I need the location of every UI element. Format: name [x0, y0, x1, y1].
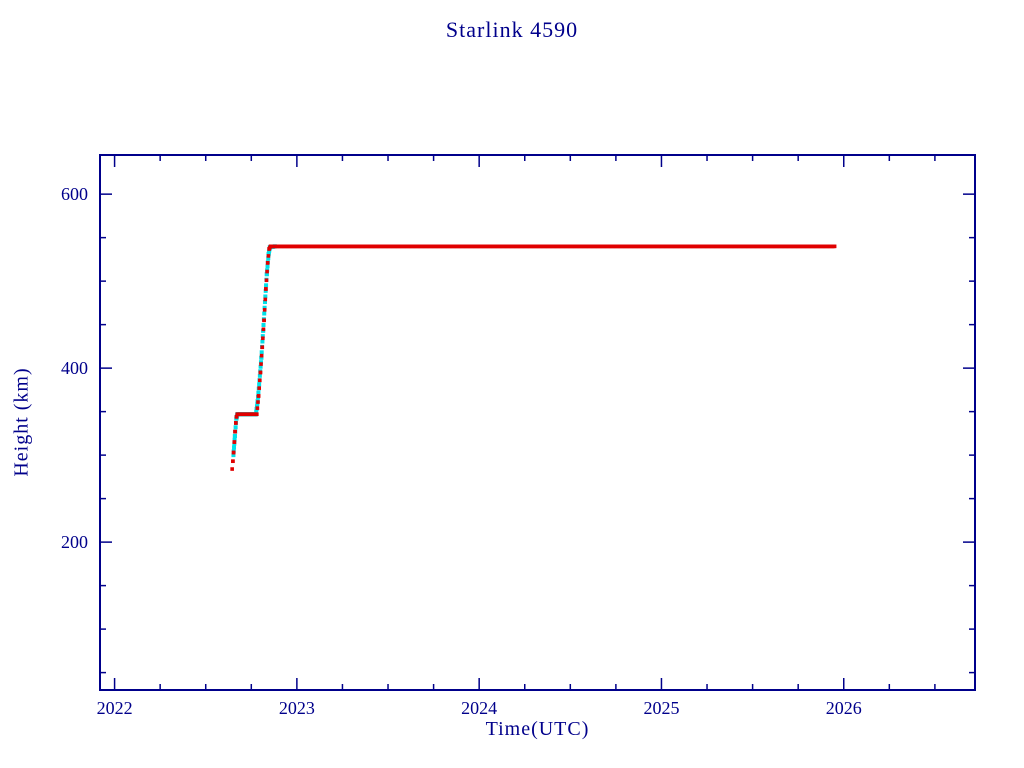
series-planned-track-cyan: [231, 244, 277, 458]
svg-text:2024: 2024: [461, 698, 497, 718]
svg-text:2022: 2022: [97, 698, 133, 718]
axis-frame: [99, 154, 976, 691]
series-observed-height-red: [230, 244, 837, 471]
svg-text:2023: 2023: [279, 698, 315, 718]
tick-labels: 2022 2023 2024 2025 2026 200 400 600: [61, 184, 862, 718]
svg-text:200: 200: [61, 532, 88, 552]
svg-text:600: 600: [61, 184, 88, 204]
chart-title: Starlink 4590: [445, 17, 579, 42]
y-ticks: [100, 193, 975, 674]
x-ticks: [113, 155, 936, 690]
svg-text:2025: 2025: [643, 698, 679, 718]
svg-text:400: 400: [61, 358, 88, 378]
x-axis-label: Time(UTC): [485, 718, 590, 740]
svg-text:2026: 2026: [826, 698, 862, 718]
